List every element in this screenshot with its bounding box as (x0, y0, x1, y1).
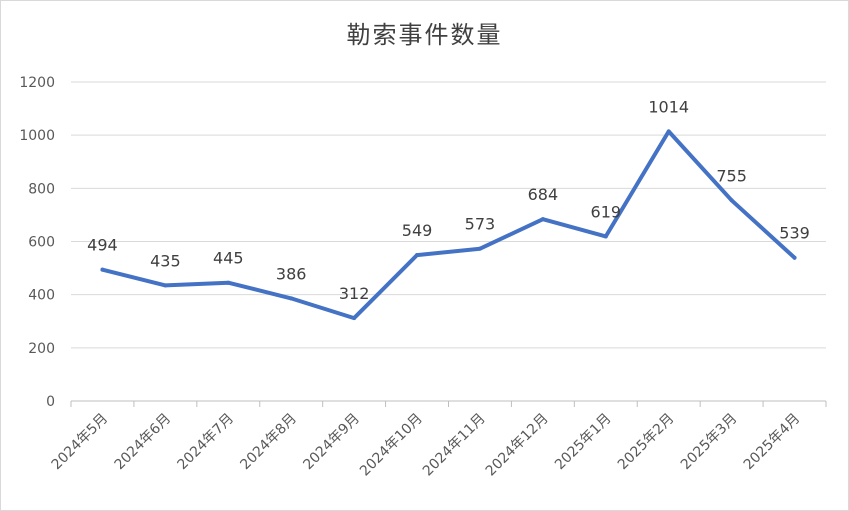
data-point (415, 253, 420, 258)
gridlines (71, 81, 826, 349)
data-label: 539 (779, 224, 810, 243)
data-point (163, 283, 168, 288)
data-point (666, 129, 671, 134)
data-point (540, 217, 545, 222)
data-point (226, 280, 231, 285)
data-labels: 494 435 445 386 312 549 573 684 619 1014 755 539 (87, 97, 810, 303)
data-point (603, 234, 608, 239)
data-label: 755 (716, 166, 747, 185)
data-label: 445 (213, 249, 244, 268)
data-label: 494 (87, 236, 118, 255)
x-tick-label: 2025年4月 (741, 411, 804, 474)
x-tick-label: 2024年10月 (357, 411, 426, 480)
data-label: 684 (528, 185, 559, 204)
data-label: 386 (276, 264, 307, 283)
chart-title: 勒索事件数量 (346, 21, 503, 49)
data-label: 573 (465, 215, 496, 234)
data-point (352, 316, 357, 321)
data-label: 619 (591, 202, 622, 221)
data-point (477, 246, 482, 251)
y-tick-label: 800 (28, 181, 55, 197)
y-tick-label: 200 (28, 341, 55, 357)
data-point (289, 296, 294, 301)
data-point (100, 267, 105, 272)
data-point (729, 198, 734, 203)
data-label: 312 (339, 284, 370, 303)
y-axis: 0 200 400 600 800 1000 1200 (19, 75, 55, 410)
y-tick-label: 400 (28, 288, 55, 304)
data-label: 435 (150, 251, 181, 270)
y-tick-label: 1200 (19, 75, 55, 91)
series-line-group (100, 129, 797, 321)
x-tick-label: 2024年7月 (175, 411, 238, 474)
x-tick-label: 2024年5月 (49, 411, 112, 474)
data-label: 1014 (648, 97, 689, 116)
x-axis: 2024年5月 2024年6月 2024年7月 2024年8月 2024年9月2024年… (49, 400, 827, 480)
x-tick-label: 2025年3月 (678, 411, 741, 474)
y-tick-label: 600 (28, 235, 55, 251)
data-point (792, 255, 797, 260)
x-tick-label: 2025年1月 (552, 411, 615, 474)
x-tick-label: 2024年12月 (483, 411, 552, 480)
x-tick-label: 2024年9月 (300, 411, 363, 474)
series-line (100, 129, 797, 321)
y-tick-label: 1000 (19, 128, 55, 144)
y-tick-label: 0 (46, 394, 55, 410)
x-tick-label: 2025年2月 (615, 411, 678, 474)
data-label: 549 (402, 221, 433, 240)
x-tick-label: 2024年6月 (112, 411, 175, 474)
x-tick-label: 2024年11月 (420, 411, 489, 480)
x-tick-label: 2024年8月 (237, 411, 300, 474)
